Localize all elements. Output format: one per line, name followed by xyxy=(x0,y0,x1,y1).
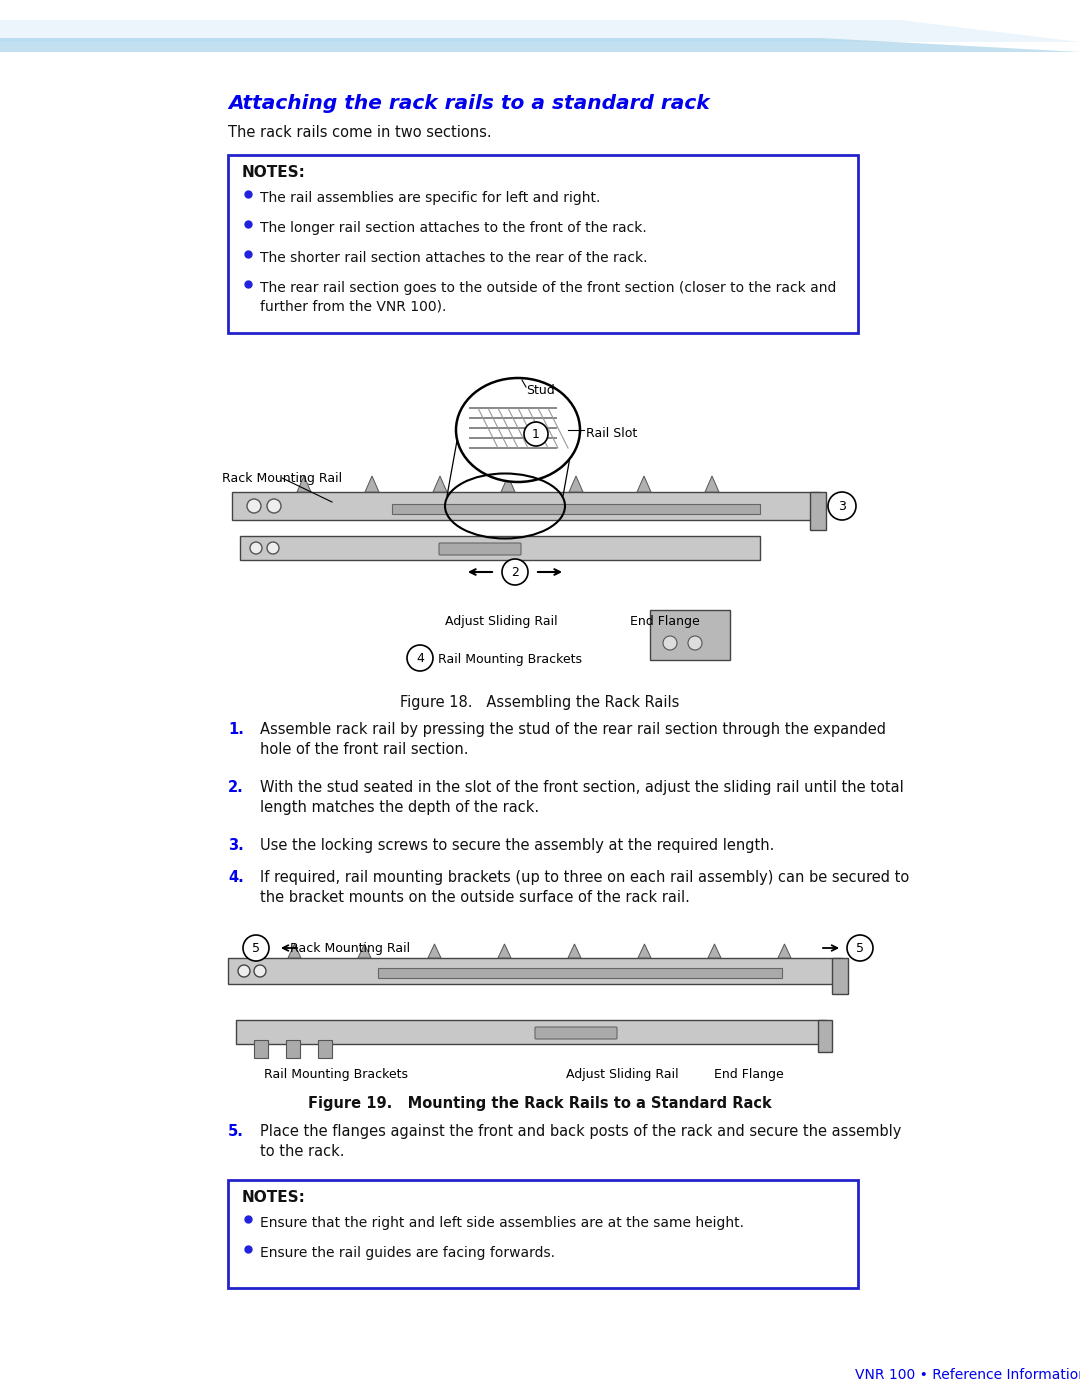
Text: Rack Mounting Rail: Rack Mounting Rail xyxy=(222,472,342,485)
Polygon shape xyxy=(568,944,581,958)
Text: Figure 19.   Mounting the Rack Rails to a Standard Rack: Figure 19. Mounting the Rack Rails to a … xyxy=(308,1097,772,1111)
Circle shape xyxy=(238,965,249,977)
FancyBboxPatch shape xyxy=(240,536,760,560)
Text: Ensure the rail guides are facing forwards.: Ensure the rail guides are facing forwar… xyxy=(260,1246,555,1260)
Text: 4: 4 xyxy=(416,651,424,665)
Polygon shape xyxy=(637,476,651,492)
Text: 3: 3 xyxy=(838,500,846,513)
Circle shape xyxy=(267,499,281,513)
Polygon shape xyxy=(708,944,721,958)
Polygon shape xyxy=(297,476,311,492)
FancyBboxPatch shape xyxy=(228,155,858,332)
Text: Figure 18.   Assembling the Rack Rails: Figure 18. Assembling the Rack Rails xyxy=(401,694,679,710)
Polygon shape xyxy=(433,476,447,492)
Text: End Flange: End Flange xyxy=(714,1067,784,1081)
FancyBboxPatch shape xyxy=(832,958,848,995)
Text: The rear rail section goes to the outside of the front section (closer to the ra: The rear rail section goes to the outsid… xyxy=(260,281,836,313)
Text: Attaching the rack rails to a standard rack: Attaching the rack rails to a standard r… xyxy=(228,94,710,113)
Text: 2.: 2. xyxy=(228,780,244,795)
Circle shape xyxy=(243,935,269,961)
Circle shape xyxy=(407,645,433,671)
Text: If required, rail mounting brackets (up to three on each rail assembly) can be s: If required, rail mounting brackets (up … xyxy=(260,870,909,905)
Text: VNR 100 • Reference Information    24: VNR 100 • Reference Information 24 xyxy=(855,1368,1080,1382)
Circle shape xyxy=(524,422,548,446)
Polygon shape xyxy=(569,476,583,492)
FancyBboxPatch shape xyxy=(318,1039,332,1058)
FancyBboxPatch shape xyxy=(254,1039,268,1058)
Polygon shape xyxy=(428,944,441,958)
Circle shape xyxy=(828,492,856,520)
FancyBboxPatch shape xyxy=(810,492,826,529)
FancyBboxPatch shape xyxy=(228,958,842,983)
Ellipse shape xyxy=(456,379,580,482)
Text: 4.: 4. xyxy=(228,870,244,886)
Text: The shorter rail section attaches to the rear of the rack.: The shorter rail section attaches to the… xyxy=(260,251,648,265)
Text: Adjust Sliding Rail: Adjust Sliding Rail xyxy=(445,615,557,629)
Text: 5: 5 xyxy=(252,942,260,954)
Text: The rail assemblies are specific for left and right.: The rail assemblies are specific for lef… xyxy=(260,191,600,205)
Circle shape xyxy=(847,935,873,961)
Text: NOTES:: NOTES: xyxy=(242,165,306,180)
Text: Rail Mounting Brackets: Rail Mounting Brackets xyxy=(264,1067,408,1081)
Text: With the stud seated in the slot of the front section, adjust the sliding rail u: With the stud seated in the slot of the … xyxy=(260,780,904,814)
Text: Adjust Sliding Rail: Adjust Sliding Rail xyxy=(566,1067,678,1081)
Text: Place the flanges against the front and back posts of the rack and secure the as: Place the flanges against the front and … xyxy=(260,1125,902,1158)
Text: Rack Mounting Rail: Rack Mounting Rail xyxy=(289,942,410,956)
Text: The longer rail section attaches to the front of the rack.: The longer rail section attaches to the … xyxy=(260,221,647,235)
Circle shape xyxy=(688,636,702,650)
Polygon shape xyxy=(288,944,301,958)
FancyBboxPatch shape xyxy=(818,1020,832,1052)
Text: Rail Mounting Brackets: Rail Mounting Brackets xyxy=(438,652,582,666)
Text: End Flange: End Flange xyxy=(630,615,700,629)
FancyBboxPatch shape xyxy=(228,1180,858,1288)
FancyBboxPatch shape xyxy=(286,1039,300,1058)
Text: The rack rails come in two sections.: The rack rails come in two sections. xyxy=(228,124,491,140)
Text: 2: 2 xyxy=(511,566,518,578)
Circle shape xyxy=(502,559,528,585)
Circle shape xyxy=(249,542,262,555)
FancyBboxPatch shape xyxy=(232,492,820,520)
Text: 3.: 3. xyxy=(228,838,244,854)
Polygon shape xyxy=(365,476,379,492)
Polygon shape xyxy=(0,38,1080,52)
Circle shape xyxy=(254,965,266,977)
FancyBboxPatch shape xyxy=(650,610,730,659)
FancyBboxPatch shape xyxy=(438,543,521,555)
Text: Assemble rack rail by pressing the stud of the rear rail section through the exp: Assemble rack rail by pressing the stud … xyxy=(260,722,886,757)
Text: Ensure that the right and left side assemblies are at the same height.: Ensure that the right and left side asse… xyxy=(260,1215,744,1229)
Polygon shape xyxy=(638,944,651,958)
FancyBboxPatch shape xyxy=(392,504,760,514)
Text: 5: 5 xyxy=(856,942,864,954)
Text: 1: 1 xyxy=(532,427,540,440)
FancyBboxPatch shape xyxy=(237,1020,826,1044)
Polygon shape xyxy=(501,476,515,492)
Circle shape xyxy=(247,499,261,513)
Polygon shape xyxy=(778,944,791,958)
Polygon shape xyxy=(705,476,719,492)
Text: Rail Slot: Rail Slot xyxy=(586,427,637,440)
Text: NOTES:: NOTES: xyxy=(242,1190,306,1206)
Circle shape xyxy=(267,542,279,555)
Text: Stud: Stud xyxy=(526,384,555,397)
Polygon shape xyxy=(498,944,511,958)
Polygon shape xyxy=(0,20,1080,42)
Text: Use the locking screws to secure the assembly at the required length.: Use the locking screws to secure the ass… xyxy=(260,838,774,854)
Text: 5.: 5. xyxy=(228,1125,244,1139)
FancyBboxPatch shape xyxy=(378,968,782,978)
Text: 1.: 1. xyxy=(228,722,244,738)
Polygon shape xyxy=(357,944,372,958)
Circle shape xyxy=(663,636,677,650)
FancyBboxPatch shape xyxy=(535,1027,617,1039)
